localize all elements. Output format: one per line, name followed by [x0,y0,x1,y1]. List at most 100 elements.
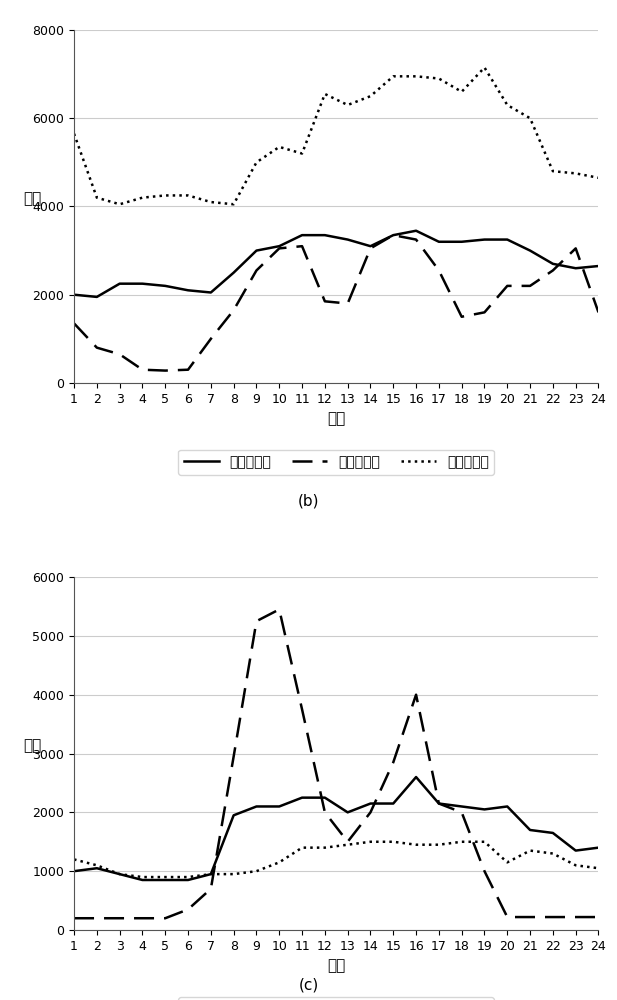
冷负荷需求 [139,871,146,883]
电负荷需求 [366,798,374,810]
冷负荷需求 [70,853,78,865]
热负荷需求 [116,912,123,924]
电负荷需求 [481,234,488,246]
电负荷需求 [70,289,78,301]
热负荷需求 [139,912,146,924]
冷负荷需求 [321,88,329,100]
热负荷需求 [344,836,351,848]
Line: 电负荷需求: 电负荷需求 [74,777,598,880]
冷负荷需求 [276,141,283,153]
热负荷需求 [526,911,534,923]
热负荷需求 [572,242,579,254]
冷负荷需求 [503,99,511,111]
冷负荷需求 [481,836,488,848]
热负荷需求 [572,911,579,923]
热负荷需求 [389,756,397,768]
热负荷需求 [253,264,260,276]
冷负荷需求 [93,859,101,871]
电负荷需求 [344,234,351,246]
电负荷需求 [595,842,602,854]
热负荷需求 [276,603,283,615]
电负荷需求 [344,806,351,818]
冷负荷需求 [299,148,306,160]
冷负荷需求 [595,172,602,184]
电负荷需求 [184,874,192,886]
电负荷需求 [139,874,146,886]
电负荷需求 [503,800,511,812]
X-axis label: 小时: 小时 [327,958,346,973]
电负荷需求 [481,803,488,815]
冷负荷需求 [549,848,557,860]
热负荷需求 [230,304,238,316]
电负荷需求 [595,260,602,272]
电负荷需求 [93,291,101,303]
热负荷需求 [116,348,123,360]
冷负荷需求 [162,871,169,883]
冷负荷需求 [435,839,442,851]
Line: 冷负荷需求: 冷负荷需求 [74,842,598,877]
冷负荷需求 [526,845,534,857]
热负荷需求 [253,615,260,627]
热负荷需求 [435,798,442,810]
冷负荷需求 [299,842,306,854]
电负荷需求 [162,874,169,886]
热负荷需求 [162,912,169,924]
冷负荷需求 [253,156,260,168]
电负荷需求 [70,865,78,877]
冷负荷需求 [595,862,602,874]
冷负荷需求 [162,189,169,201]
热负荷需求 [139,364,146,376]
冷负荷需求 [481,62,488,74]
冷负荷需求 [184,871,192,883]
电负荷需求 [276,240,283,252]
电负荷需求 [93,862,101,874]
电负荷需求 [184,284,192,296]
热负荷需求 [481,865,488,877]
热负荷需求 [458,311,465,323]
Line: 热负荷需求: 热负荷需求 [74,609,598,918]
热负荷需求 [412,689,420,701]
电负荷需求 [435,798,442,810]
电负荷需求 [207,868,215,880]
Line: 电负荷需求: 电负荷需求 [74,231,598,297]
热负荷需求 [299,240,306,252]
热负荷需求 [207,883,215,895]
冷负荷需求 [572,859,579,871]
热负荷需求 [207,333,215,345]
电负荷需求 [458,800,465,812]
冷负荷需求 [435,73,442,85]
热负荷需求 [93,912,101,924]
热负荷需求 [595,306,602,318]
冷负荷需求 [321,842,329,854]
电负荷需求 [572,262,579,274]
电负荷需求 [253,800,260,812]
Text: (b): (b) [298,493,319,508]
Legend: 电负荷需求, 热负荷需求, 冷负荷需求: 电负荷需求, 热负荷需求, 冷负荷需求 [178,450,494,475]
电负荷需求 [321,229,329,241]
冷负荷需求 [253,865,260,877]
Legend: 电负荷需求, 热负荷需求, 冷负荷需求: 电负荷需求, 热负荷需求, 冷负荷需求 [178,997,494,1000]
Text: (c): (c) [299,978,318,993]
冷负荷需求 [70,128,78,140]
冷负荷需求 [366,836,374,848]
热负荷需求 [526,280,534,292]
热负荷需求 [184,364,192,376]
冷负荷需求 [526,112,534,124]
热负荷需求 [503,911,511,923]
热负荷需求 [366,806,374,818]
Line: 冷负荷需求: 冷负荷需求 [74,68,598,204]
Y-axis label: 千瓦: 千瓦 [23,739,41,754]
热负荷需求 [321,806,329,818]
电负荷需求 [458,236,465,248]
热负荷需求 [481,306,488,318]
电负荷需求 [230,267,238,279]
热负荷需求 [503,280,511,292]
冷负荷需求 [116,868,123,880]
热负荷需求 [184,903,192,915]
热负荷需求 [458,806,465,818]
电负荷需求 [549,827,557,839]
电负荷需求 [321,792,329,804]
Line: 热负荷需求: 热负荷需求 [74,235,598,371]
冷负荷需求 [503,856,511,868]
热负荷需求 [549,264,557,276]
